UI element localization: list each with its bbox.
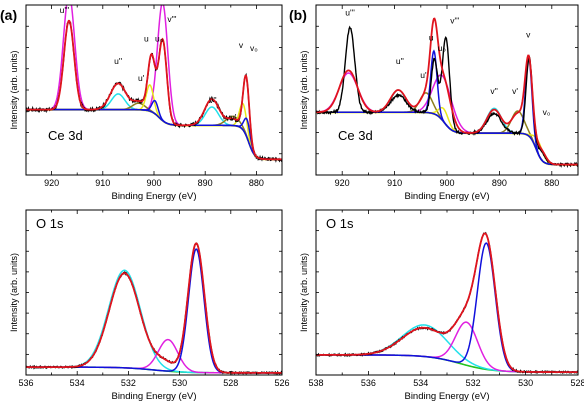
background-line — [316, 354, 578, 373]
component-magenta-1 — [316, 321, 578, 373]
plot-area — [316, 231, 578, 375]
x-tick-label: 890 — [198, 178, 213, 188]
peak-label: u'' — [114, 56, 122, 66]
peak-label: u₀ — [438, 43, 447, 53]
x-tick-label: 880 — [544, 178, 559, 188]
x-tick-label: 900 — [439, 178, 454, 188]
panel-a-o1s: 536 534 532 530 528 526 Binding Energy (eV) Int… — [9, 209, 290, 402]
x-tick-label: 530 — [172, 378, 187, 388]
peak-label: v₀ — [543, 107, 551, 117]
peak-label: v — [526, 30, 531, 40]
plot-area — [26, 5, 282, 163]
y-axis-label: Intensity (arb. units) — [299, 50, 309, 129]
peak-label: v''' — [167, 14, 176, 24]
peak-label: v' — [230, 112, 236, 122]
fit-envelope — [316, 17, 578, 166]
element-label: O 1s — [326, 216, 354, 231]
peak-label: v — [239, 40, 244, 50]
x-tick-label: 910 — [95, 178, 110, 188]
peak-label: u — [429, 32, 434, 42]
peak-label: v₀ — [250, 43, 258, 53]
component-cyan-0 — [26, 269, 282, 374]
peak-label: v'' — [490, 86, 498, 96]
x-tick-label: 536 — [18, 378, 33, 388]
component-blue-2 — [316, 242, 578, 373]
x-tick-label: 900 — [146, 178, 161, 188]
x-tick-label: 528 — [570, 378, 584, 388]
peak-label: u'' — [396, 56, 404, 66]
panel-b-ce3d: 920 910 900 890 880 Binding Energy (eV) Intens… — [289, 4, 579, 202]
component-blue-9 — [26, 108, 282, 161]
y-axis-label: Intensity (arb. units) — [9, 50, 19, 129]
x-tick-label: 534 — [413, 378, 428, 388]
x-tick-label: 526 — [274, 378, 289, 388]
panel-label: (a) — [0, 7, 17, 23]
x-axis-label: Binding Energy (eV) — [111, 191, 196, 202]
x-tick-label: 890 — [492, 178, 507, 188]
peak-label: u₀ — [155, 34, 164, 44]
x-tick-label: 880 — [249, 178, 264, 188]
x-tick-label: 534 — [70, 378, 85, 388]
x-tick-label: 536 — [361, 378, 376, 388]
panel-label: (b) — [289, 7, 307, 23]
x-tick-label: 920 — [335, 178, 350, 188]
x-tick-label: 528 — [223, 378, 238, 388]
fit-envelope — [26, 19, 282, 161]
peak-label: u''' — [60, 5, 70, 15]
x-axis-label: Binding Energy (eV) — [404, 191, 489, 202]
peak-label: u''' — [345, 7, 355, 17]
x-tick-label: 920 — [44, 178, 59, 188]
y-axis-label: Intensity (arb. units) — [299, 253, 309, 332]
x-axis-label: Binding Energy (eV) — [404, 391, 489, 402]
y-axis-label: Intensity (arb. units) — [9, 253, 19, 332]
peak-label: u' — [138, 73, 145, 83]
plot-area — [316, 17, 578, 169]
element-label: O 1s — [36, 216, 64, 231]
x-tick-label: 532 — [121, 378, 136, 388]
fit-envelope — [26, 242, 282, 374]
peak-label: u' — [420, 70, 427, 80]
element-label: Ce 3d — [338, 128, 373, 143]
panel-a-ce3d: 920 910 900 890 880 Binding Energy (eV) Intens… — [0, 4, 283, 202]
fit-envelope — [316, 232, 578, 374]
x-tick-label: 532 — [466, 378, 481, 388]
plot-area — [26, 242, 282, 375]
peak-label: v'' — [209, 95, 217, 105]
peak-label: v' — [512, 86, 518, 96]
x-tick-label: 910 — [387, 178, 402, 188]
x-tick-label: 538 — [308, 378, 323, 388]
panel-b-o1s: 538 536 534 532 530 528 Binding Energy (eV) Int… — [299, 209, 584, 402]
peak-label: u — [144, 34, 149, 44]
x-axis-label: Binding Energy (eV) — [111, 391, 196, 402]
peak-label: v''' — [450, 15, 459, 25]
component-blue-2 — [26, 248, 282, 374]
x-tick-label: 530 — [518, 378, 533, 388]
element-label: Ce 3d — [48, 128, 83, 143]
